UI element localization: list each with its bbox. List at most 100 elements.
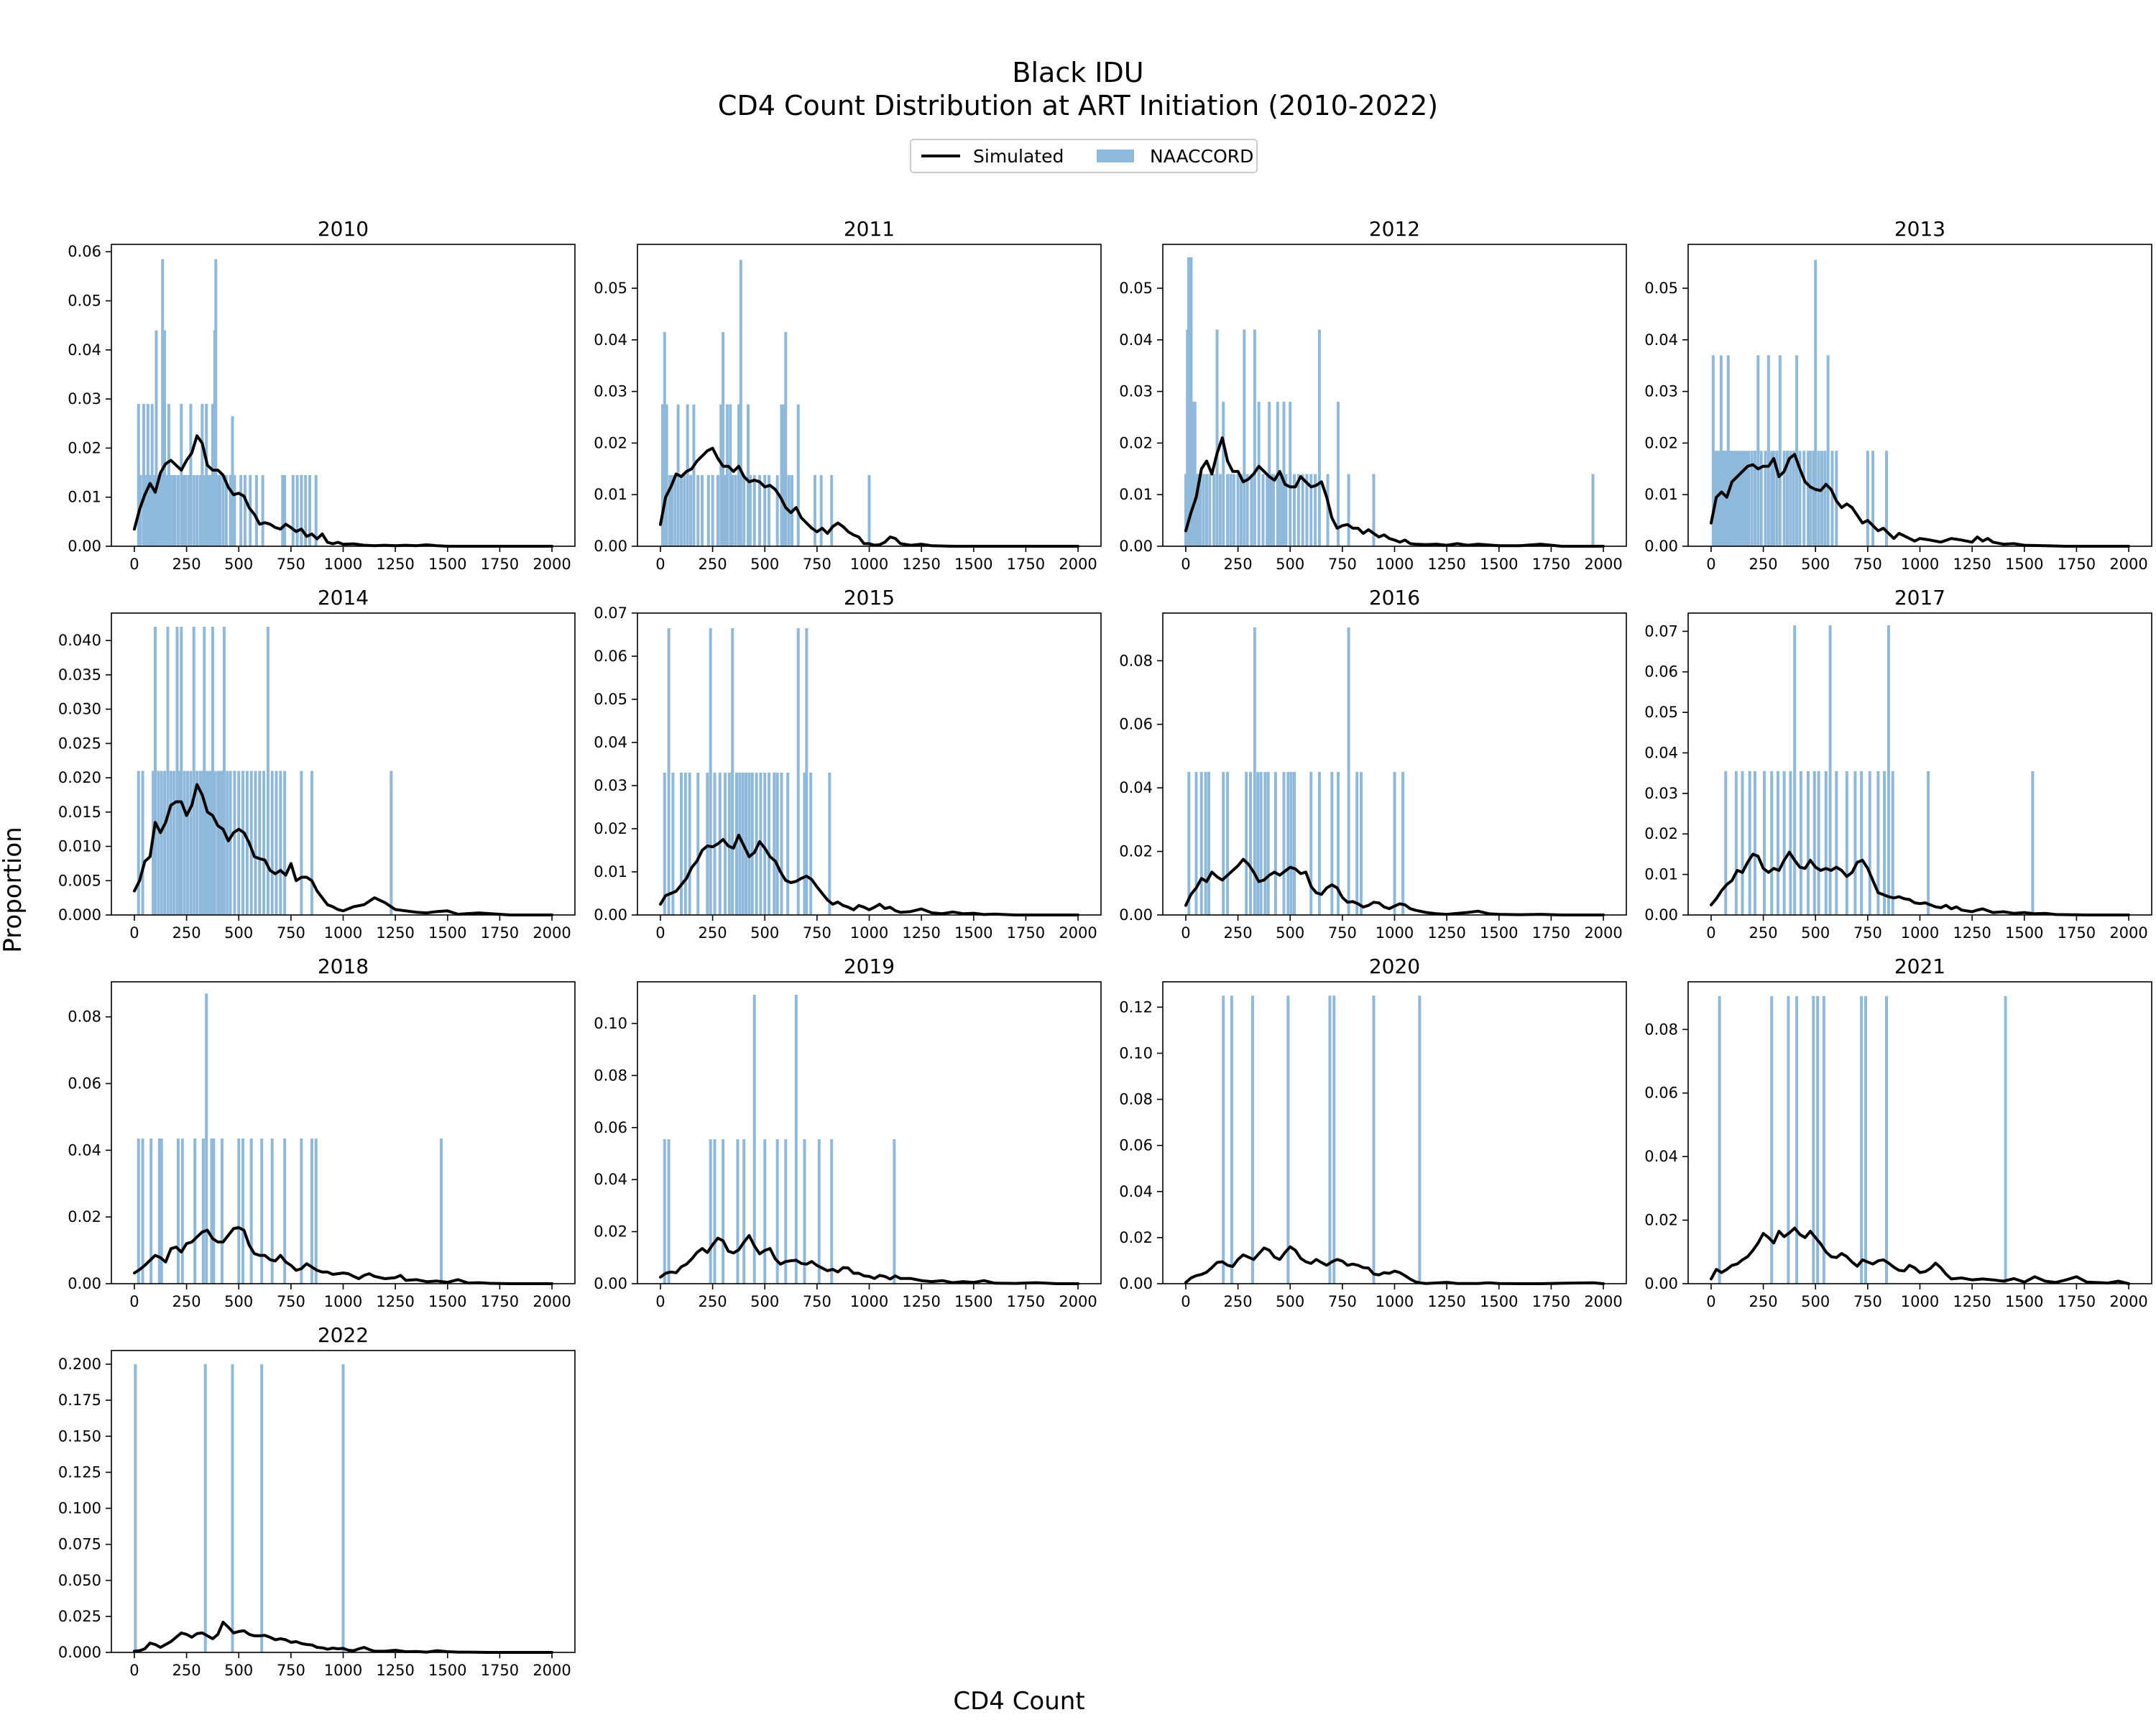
naaccord-bar xyxy=(1724,770,1728,915)
y-tick-label: 0.075 xyxy=(58,1536,101,1553)
naaccord-bars xyxy=(1184,257,1595,546)
x-tick-label: 1000 xyxy=(1376,556,1414,573)
naaccord-bar xyxy=(1816,995,1820,1284)
naaccord-bar xyxy=(184,474,188,546)
x-tick-label: 500 xyxy=(224,1293,253,1310)
naaccord-bar xyxy=(1817,770,1820,915)
figure-title-line-1: Black IDU xyxy=(1012,57,1144,88)
x-tick-label: 2000 xyxy=(533,1293,571,1310)
naaccord-bar xyxy=(1835,770,1838,915)
naaccord-bar xyxy=(1347,474,1350,546)
naaccord-bar xyxy=(1822,995,1825,1284)
naaccord-bar xyxy=(154,627,157,915)
naaccord-bar xyxy=(1764,451,1767,546)
legend-label-naaccord: NAACCORD xyxy=(1150,145,1254,167)
naaccord-bar xyxy=(300,1138,303,1284)
y-tick-label: 0.00 xyxy=(1119,1275,1153,1292)
y-tick-label: 0.030 xyxy=(58,701,101,718)
y-tick-label: 0.01 xyxy=(1644,866,1678,883)
naaccord-bar xyxy=(1885,451,1889,546)
naaccord-bar xyxy=(711,474,714,546)
naaccord-bar xyxy=(1253,329,1256,546)
naaccord-bar xyxy=(341,1364,345,1652)
naaccord-bar xyxy=(796,628,800,915)
naaccord-bars xyxy=(1222,995,1422,1284)
naaccord-bar xyxy=(1795,995,1799,1284)
naaccord-bar xyxy=(281,474,285,546)
simulated-line xyxy=(133,783,553,916)
naaccord-bar xyxy=(171,474,175,546)
simulated-line xyxy=(659,1234,1079,1285)
x-tick-label: 0 xyxy=(1706,924,1715,942)
naaccord-bar xyxy=(1776,770,1779,915)
naaccord-bar xyxy=(1245,474,1249,546)
x-tick-label: 1750 xyxy=(1532,556,1570,573)
x-tick-label: 1000 xyxy=(324,556,362,573)
naaccord-bar xyxy=(209,770,213,915)
naaccord-bar xyxy=(1253,627,1256,915)
naaccord-bar xyxy=(813,474,816,546)
naaccord-bar xyxy=(1372,474,1376,546)
naaccord-bar xyxy=(1734,451,1738,546)
x-tick-label: 1250 xyxy=(902,924,940,942)
naaccord-bar xyxy=(260,1138,264,1284)
y-tick-label: 0.08 xyxy=(1644,1021,1678,1038)
naaccord-bar xyxy=(683,773,687,915)
y-tick-label: 0.04 xyxy=(594,734,627,751)
naaccord-bar xyxy=(809,773,813,915)
naaccord-bar xyxy=(780,773,783,915)
naaccord-bar xyxy=(696,773,700,915)
naaccord-bar xyxy=(1296,474,1300,546)
y-tick-label: 0.100 xyxy=(58,1500,101,1517)
x-tick-label: 250 xyxy=(1224,556,1253,573)
y-tick-label: 0.06 xyxy=(1644,663,1678,681)
y-tick-label: 0.02 xyxy=(1119,1229,1153,1246)
x-tick-label: 1500 xyxy=(428,556,466,573)
y-tick-label: 0.05 xyxy=(594,691,627,708)
naaccord-bar xyxy=(222,627,226,915)
subplot-title: 2014 xyxy=(318,586,369,610)
naaccord-bar xyxy=(1772,451,1776,546)
naaccord-bar xyxy=(1239,474,1243,546)
x-tick-label: 1500 xyxy=(428,1293,466,1310)
naaccord-bar xyxy=(195,474,199,546)
naaccord-bar xyxy=(203,627,206,915)
naaccord-bar xyxy=(1273,772,1277,915)
y-tick-label: 0.08 xyxy=(594,1067,627,1084)
naaccord-bar xyxy=(737,404,740,546)
naaccord-bar xyxy=(229,770,232,915)
naaccord-bar xyxy=(739,259,742,546)
naaccord-bar xyxy=(1326,474,1330,546)
x-tick-label: 2000 xyxy=(1584,924,1622,942)
naaccord-bar xyxy=(1314,474,1317,546)
naaccord-bar xyxy=(180,627,183,915)
naaccord-bar xyxy=(1282,772,1286,915)
naaccord-bar xyxy=(205,770,208,915)
naaccord-bar xyxy=(295,474,299,546)
naaccord-bar xyxy=(722,1139,725,1284)
naaccord-bar xyxy=(752,474,756,546)
naaccord-bar xyxy=(1864,995,1867,1284)
naaccord-bar xyxy=(1199,772,1203,915)
x-tick-label: 750 xyxy=(277,924,305,942)
naaccord-bar xyxy=(237,1138,241,1284)
naaccord-bar xyxy=(249,1138,253,1284)
y-tick-label: 0.04 xyxy=(1119,1183,1153,1200)
naaccord-bar xyxy=(763,474,767,546)
naaccord-bar xyxy=(261,474,264,546)
naaccord-bar xyxy=(696,474,700,546)
naaccord-bar xyxy=(241,1138,245,1284)
naaccord-bar xyxy=(279,770,282,915)
y-tick-label: 0.02 xyxy=(1119,434,1153,451)
naaccord-bar xyxy=(727,773,731,915)
naaccord-bar xyxy=(1728,451,1732,546)
naaccord-bar xyxy=(1205,474,1209,546)
naaccord-bar xyxy=(745,773,748,915)
naaccord-bar xyxy=(187,474,190,546)
naaccord-bar xyxy=(1802,451,1806,546)
